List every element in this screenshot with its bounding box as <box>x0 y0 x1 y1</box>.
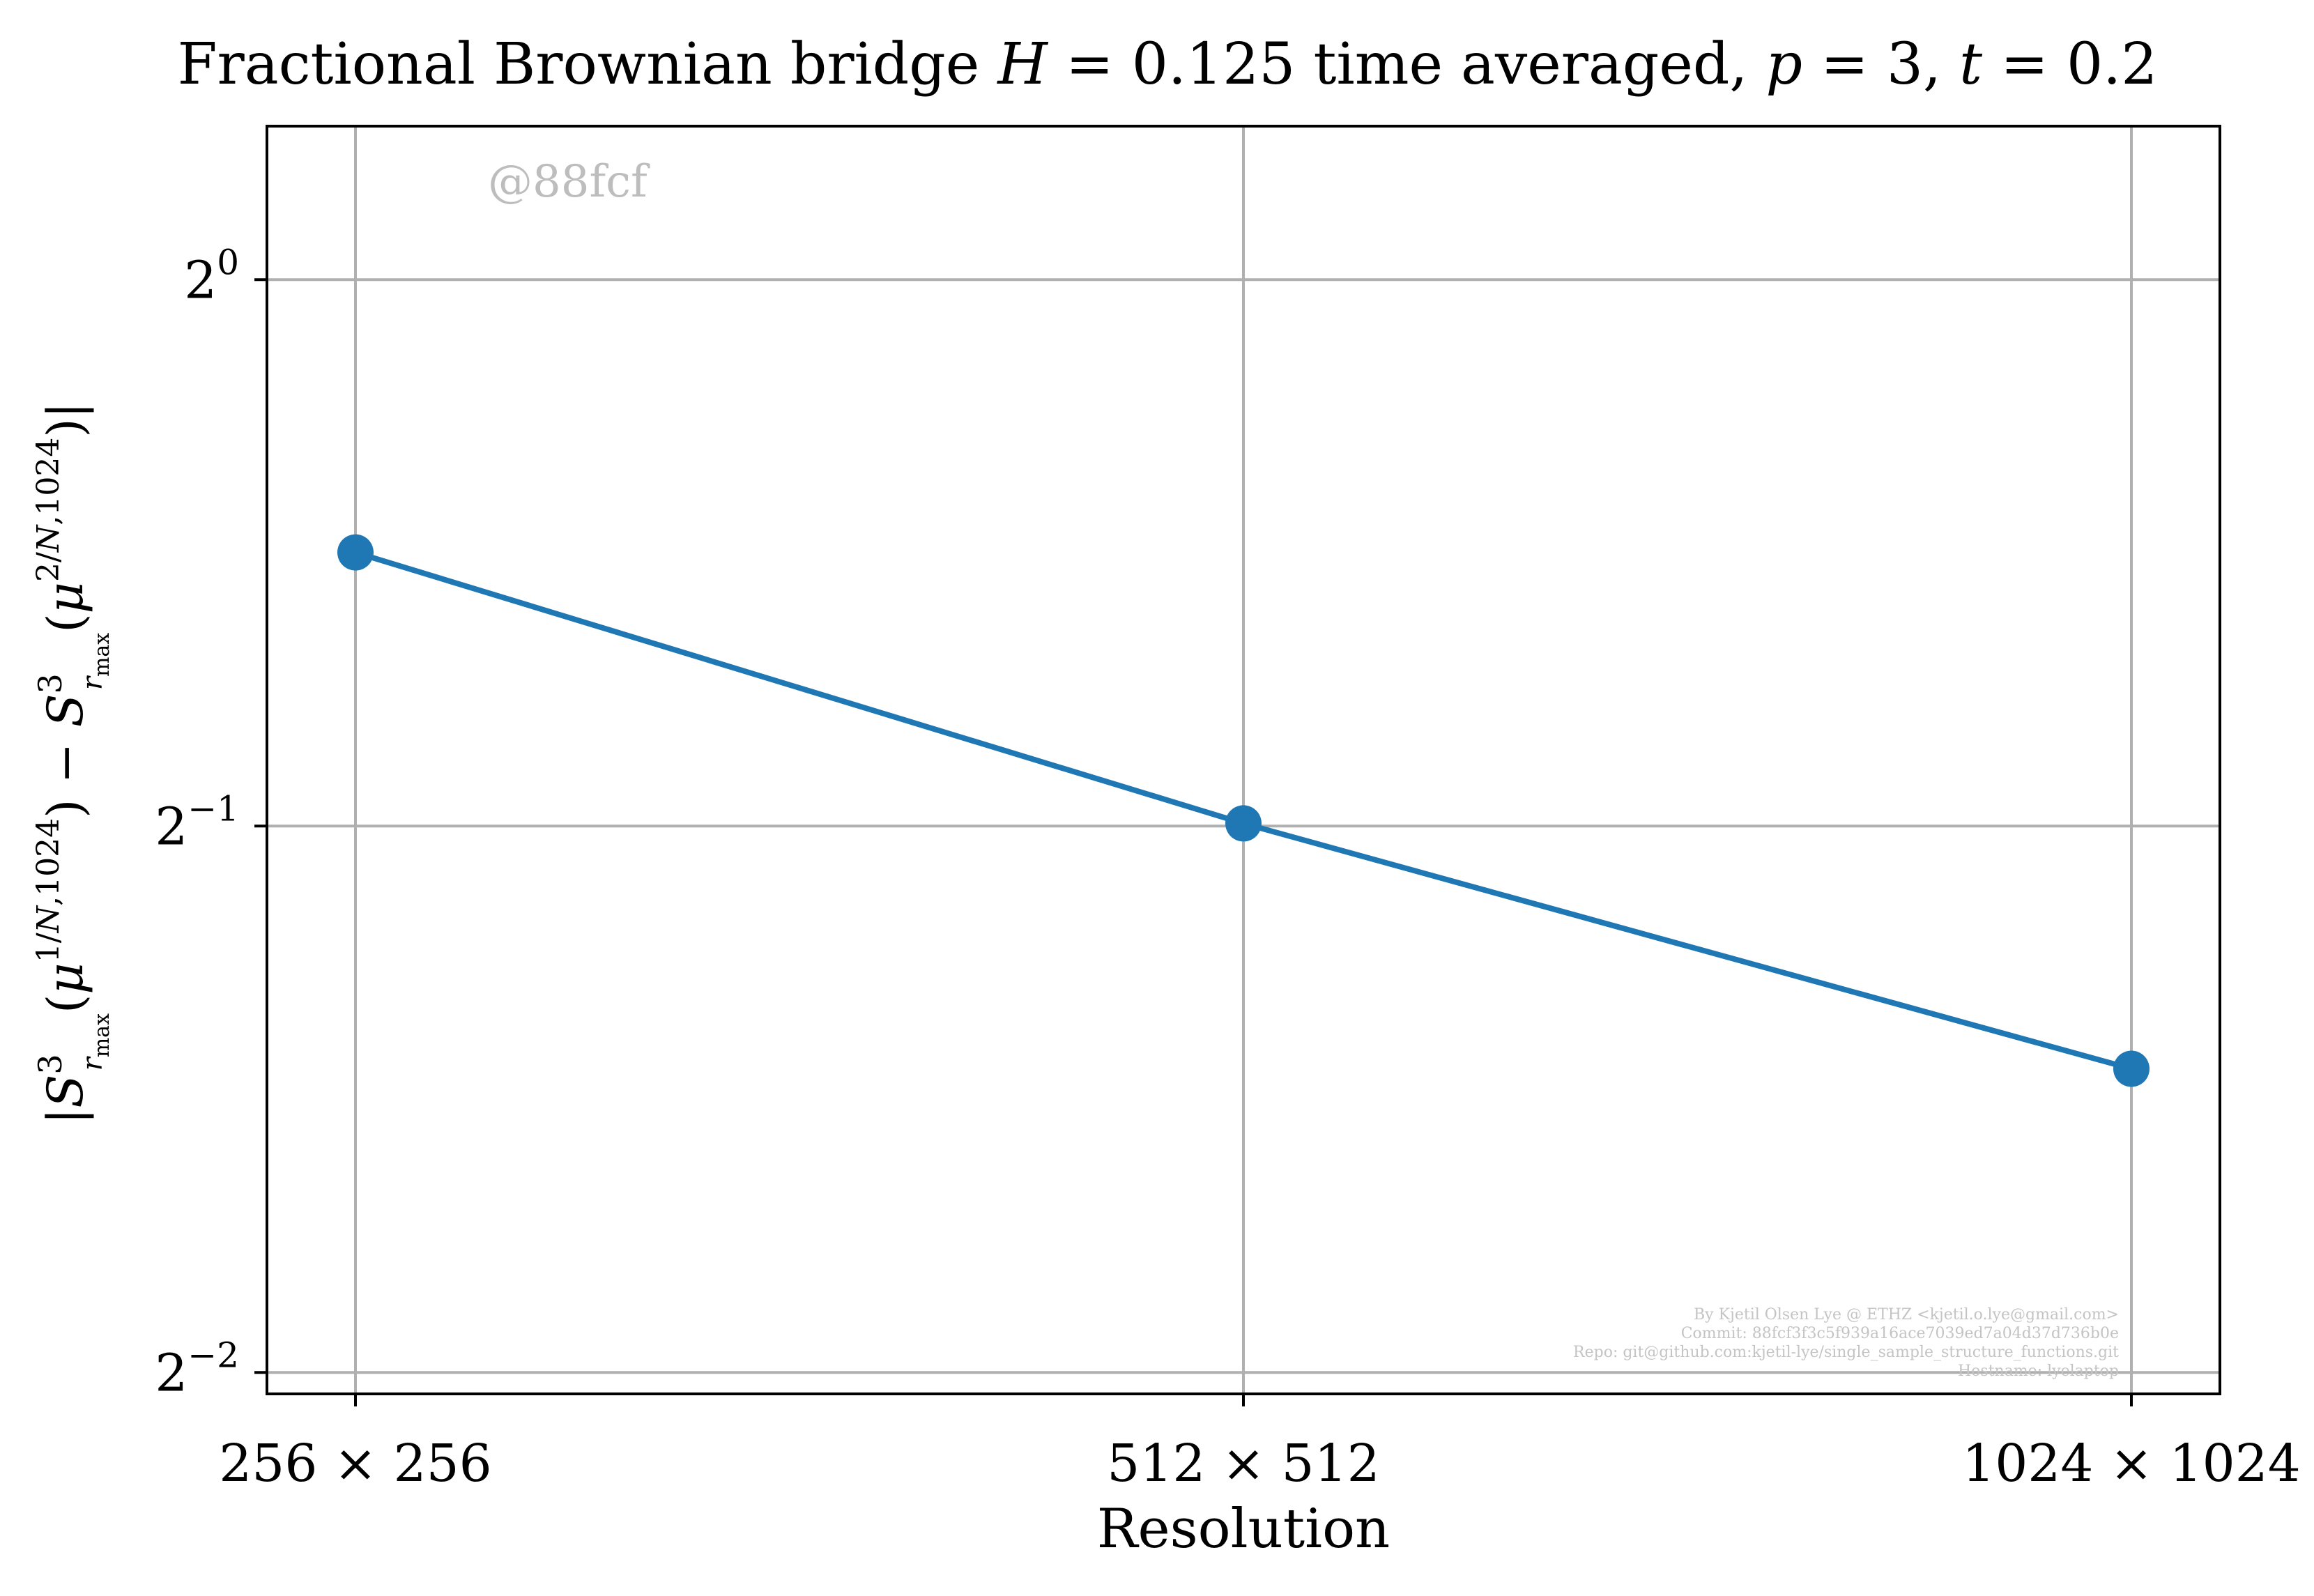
series-layer <box>337 534 2150 1087</box>
watermark: @88fcf <box>488 156 650 208</box>
y-tick-label: 2−1 <box>155 788 239 857</box>
x-tick-label: 1024 × 1024 <box>1962 1434 2301 1494</box>
credit-hostname: Hostname: lyelaptop <box>1958 1363 2119 1380</box>
credit-commit: Commit: 88fcf3f3c5f939a16ace7039ed7a04d3… <box>1681 1325 2119 1342</box>
x-tick-label: 256 × 256 <box>219 1434 492 1494</box>
credits-block: By Kjetil Olsen Lye @ ETHZ <kjetil.o.lye… <box>1573 1306 2119 1380</box>
x-tick-label: 512 × 512 <box>1107 1434 1380 1494</box>
chart-title: Fractional Brownian bridge H = 0.125 tim… <box>178 31 2158 98</box>
credit-author: By Kjetil Olsen Lye @ ETHZ <kjetil.o.lye… <box>1694 1306 2119 1323</box>
y-tick-label: 2−2 <box>155 1335 239 1403</box>
y-axis-label: |S3 rmax(μ1/N,1024) − S3 rmax(μ2/N,1024)| <box>31 402 114 1124</box>
x-axis-label: Resolution <box>1097 1498 1390 1560</box>
y-tick-label: 20 <box>184 242 239 310</box>
ticks: 256 × 256 512 × 512 1024 × 1024 20 2−1 2−2 <box>155 242 2301 1494</box>
credit-repo: Repo: git@github.com:kjetil-lye/single_s… <box>1573 1344 2119 1361</box>
data-point <box>337 534 374 571</box>
data-point <box>2113 1050 2150 1087</box>
grid <box>267 126 2220 1394</box>
data-point <box>1225 805 1262 842</box>
